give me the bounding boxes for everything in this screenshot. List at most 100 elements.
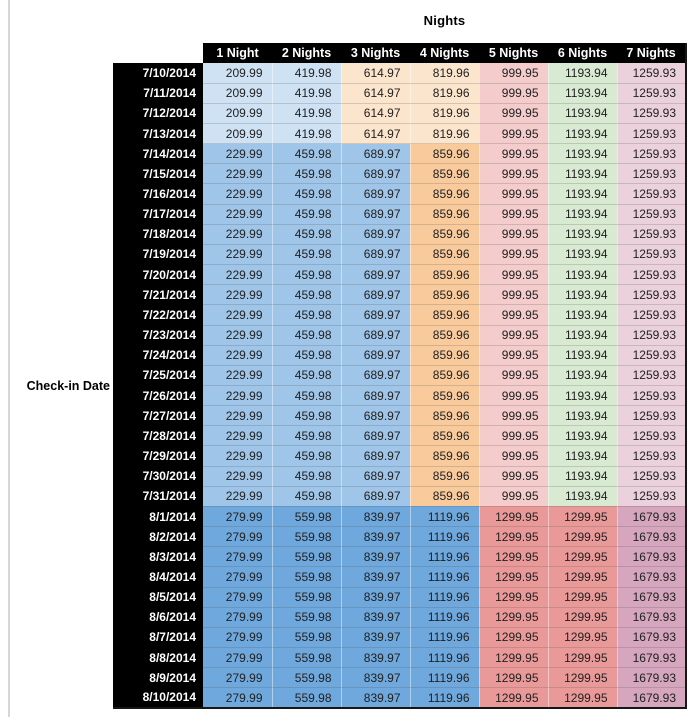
price-cell[interactable]: 559.98 bbox=[272, 566, 342, 588]
price-cell[interactable]: 1119.96 bbox=[410, 607, 480, 628]
price-cell[interactable]: 559.98 bbox=[272, 546, 342, 568]
checkin-date-cell[interactable]: 8/3/2014 bbox=[113, 546, 203, 567]
price-cell[interactable]: 689.97 bbox=[341, 385, 411, 407]
price-cell[interactable]: 229.99 bbox=[203, 466, 273, 487]
price-cell[interactable]: 1299.95 bbox=[479, 526, 549, 548]
price-cell[interactable]: 1193.94 bbox=[548, 325, 618, 346]
price-cell[interactable]: 839.97 bbox=[341, 566, 411, 588]
price-cell[interactable]: 1299.95 bbox=[548, 647, 618, 669]
checkin-date-cell[interactable]: 7/17/2014 bbox=[113, 204, 203, 225]
column-header-4-night[interactable]: 4 Nights bbox=[410, 43, 479, 63]
price-cell[interactable]: 859.96 bbox=[410, 425, 480, 447]
price-cell[interactable]: 999.95 bbox=[479, 123, 549, 145]
price-cell[interactable]: 1119.96 bbox=[410, 546, 480, 568]
price-cell[interactable]: 819.96 bbox=[410, 83, 480, 104]
checkin-date-cell[interactable]: 7/14/2014 bbox=[113, 143, 203, 164]
price-cell[interactable]: 689.97 bbox=[341, 466, 411, 487]
price-cell[interactable]: 999.95 bbox=[479, 204, 549, 225]
price-cell[interactable]: 999.95 bbox=[479, 405, 549, 427]
price-cell[interactable]: 459.98 bbox=[272, 224, 342, 245]
price-cell[interactable]: 999.95 bbox=[479, 244, 549, 266]
price-cell[interactable]: 1259.93 bbox=[617, 83, 687, 104]
price-cell[interactable]: 229.99 bbox=[203, 143, 273, 165]
price-cell[interactable]: 1299.95 bbox=[479, 647, 549, 669]
price-cell[interactable]: 859.96 bbox=[410, 224, 480, 245]
price-cell[interactable]: 1299.95 bbox=[548, 566, 618, 588]
price-cell[interactable]: 859.96 bbox=[410, 445, 480, 467]
price-cell[interactable]: 999.95 bbox=[479, 163, 549, 185]
price-cell[interactable]: 1259.93 bbox=[617, 103, 687, 124]
price-cell[interactable]: 839.97 bbox=[341, 627, 411, 649]
price-cell[interactable]: 1259.93 bbox=[617, 385, 687, 407]
price-cell[interactable]: 999.95 bbox=[479, 445, 549, 467]
column-header-7-night[interactable]: 7 Nights bbox=[617, 43, 687, 63]
price-cell[interactable]: 1193.94 bbox=[548, 143, 618, 165]
checkin-date-cell[interactable]: 8/5/2014 bbox=[113, 587, 203, 608]
price-cell[interactable]: 209.99 bbox=[203, 63, 273, 84]
checkin-date-cell[interactable]: 8/2/2014 bbox=[113, 526, 203, 547]
price-cell[interactable]: 1259.93 bbox=[617, 143, 687, 165]
price-cell[interactable]: 1193.94 bbox=[548, 83, 618, 104]
price-cell[interactable]: 859.96 bbox=[410, 163, 480, 185]
price-cell[interactable]: 419.98 bbox=[272, 83, 342, 104]
checkin-date-cell[interactable]: 8/1/2014 bbox=[113, 506, 203, 527]
price-cell[interactable]: 1299.95 bbox=[548, 587, 618, 608]
price-cell[interactable]: 614.97 bbox=[341, 63, 411, 84]
price-cell[interactable]: 999.95 bbox=[479, 284, 549, 306]
price-cell[interactable]: 1193.94 bbox=[548, 204, 618, 225]
price-cell[interactable]: 859.96 bbox=[410, 204, 480, 225]
price-cell[interactable]: 859.96 bbox=[410, 183, 480, 205]
price-cell[interactable]: 229.99 bbox=[203, 345, 273, 366]
price-cell[interactable]: 1119.96 bbox=[410, 687, 480, 710]
checkin-date-cell[interactable]: 7/13/2014 bbox=[113, 123, 203, 144]
price-cell[interactable]: 999.95 bbox=[479, 365, 549, 387]
price-cell[interactable]: 1299.95 bbox=[548, 607, 618, 628]
price-cell[interactable]: 459.98 bbox=[272, 325, 342, 346]
price-cell[interactable]: 1299.95 bbox=[479, 506, 549, 528]
checkin-date-cell[interactable]: 8/4/2014 bbox=[113, 566, 203, 588]
price-cell[interactable]: 229.99 bbox=[203, 244, 273, 266]
checkin-date-cell[interactable]: 8/7/2014 bbox=[113, 627, 203, 648]
price-cell[interactable]: 999.95 bbox=[479, 143, 549, 165]
price-cell[interactable]: 859.96 bbox=[410, 405, 480, 427]
column-header-6-night[interactable]: 6 Nights bbox=[548, 43, 617, 63]
price-cell[interactable]: 559.98 bbox=[272, 647, 342, 669]
price-cell[interactable]: 689.97 bbox=[341, 163, 411, 185]
checkin-date-cell[interactable]: 7/25/2014 bbox=[113, 365, 203, 386]
price-cell[interactable]: 614.97 bbox=[341, 103, 411, 124]
price-cell[interactable]: 839.97 bbox=[341, 546, 411, 568]
price-cell[interactable]: 1193.94 bbox=[548, 445, 618, 467]
price-cell[interactable]: 1119.96 bbox=[410, 667, 480, 689]
price-cell[interactable]: 839.97 bbox=[341, 647, 411, 669]
price-cell[interactable]: 279.99 bbox=[203, 546, 273, 568]
price-cell[interactable]: 419.98 bbox=[272, 123, 342, 145]
price-cell[interactable]: 459.98 bbox=[272, 486, 342, 507]
checkin-date-cell[interactable]: 8/10/2014 bbox=[113, 687, 203, 710]
price-cell[interactable]: 279.99 bbox=[203, 587, 273, 608]
price-cell[interactable]: 459.98 bbox=[272, 264, 342, 286]
price-cell[interactable]: 859.96 bbox=[410, 466, 480, 487]
price-cell[interactable]: 689.97 bbox=[341, 486, 411, 507]
price-cell[interactable]: 1119.96 bbox=[410, 566, 480, 588]
price-cell[interactable]: 1259.93 bbox=[617, 284, 687, 306]
price-cell[interactable]: 689.97 bbox=[341, 284, 411, 306]
price-cell[interactable]: 614.97 bbox=[341, 123, 411, 145]
price-cell[interactable]: 279.99 bbox=[203, 607, 273, 628]
checkin-date-cell[interactable]: 7/24/2014 bbox=[113, 345, 203, 366]
price-cell[interactable]: 459.98 bbox=[272, 365, 342, 387]
price-cell[interactable]: 1259.93 bbox=[617, 445, 687, 467]
price-cell[interactable]: 689.97 bbox=[341, 264, 411, 286]
checkin-date-cell[interactable]: 7/16/2014 bbox=[113, 183, 203, 205]
price-cell[interactable]: 1193.94 bbox=[548, 284, 618, 306]
price-cell[interactable]: 459.98 bbox=[272, 244, 342, 266]
price-cell[interactable]: 1259.93 bbox=[617, 63, 687, 84]
price-cell[interactable]: 1679.93 bbox=[617, 607, 687, 628]
price-cell[interactable]: 459.98 bbox=[272, 163, 342, 185]
price-cell[interactable]: 1119.96 bbox=[410, 587, 480, 608]
checkin-date-cell[interactable]: 7/22/2014 bbox=[113, 304, 203, 326]
price-cell[interactable]: 1193.94 bbox=[548, 385, 618, 407]
price-cell[interactable]: 559.98 bbox=[272, 587, 342, 608]
price-cell[interactable]: 999.95 bbox=[479, 385, 549, 407]
price-cell[interactable]: 689.97 bbox=[341, 304, 411, 326]
price-cell[interactable]: 1299.95 bbox=[479, 667, 549, 689]
